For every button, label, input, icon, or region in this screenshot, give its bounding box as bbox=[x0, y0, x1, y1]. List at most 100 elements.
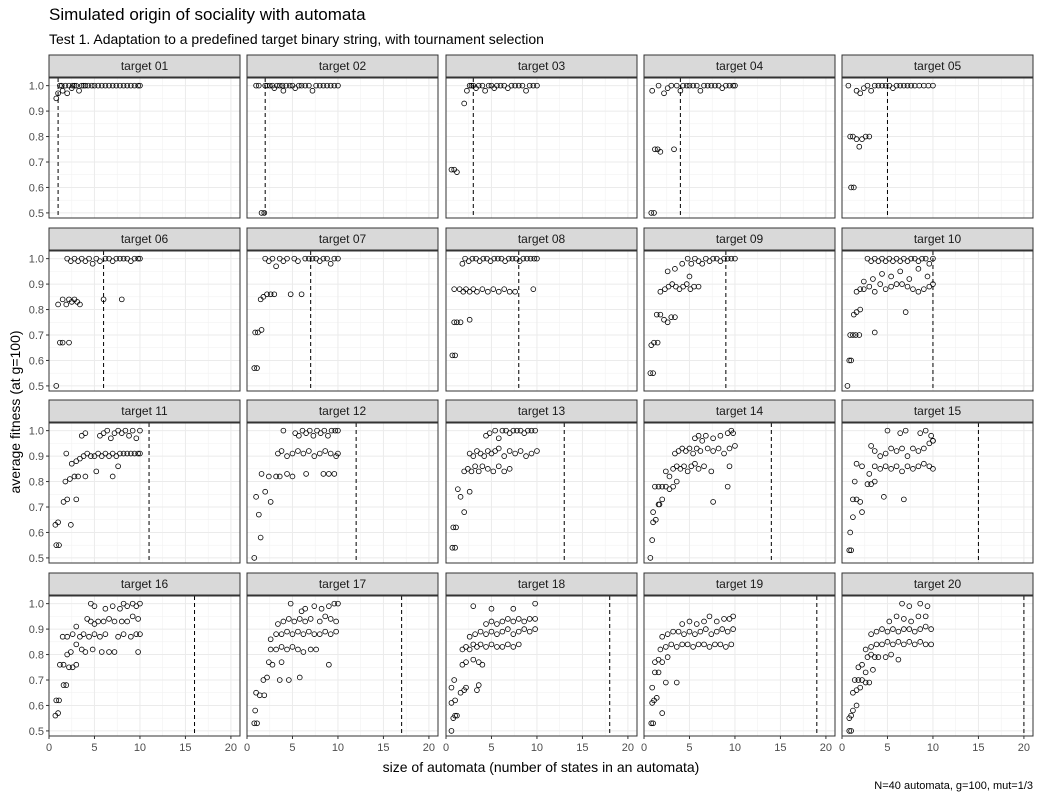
data-point bbox=[472, 631, 478, 637]
data-point bbox=[652, 146, 658, 153]
data-point bbox=[650, 370, 656, 376]
data-point bbox=[911, 628, 918, 635]
data-point bbox=[78, 432, 85, 439]
data-point bbox=[459, 260, 466, 267]
data-point bbox=[686, 618, 693, 625]
data-point bbox=[95, 450, 101, 457]
y-tick-label: 0.5 bbox=[29, 381, 44, 393]
data-point bbox=[267, 291, 274, 298]
y-tick-label: 0.8 bbox=[29, 650, 44, 662]
data-point bbox=[862, 133, 869, 140]
data-point bbox=[915, 463, 922, 470]
data-point bbox=[254, 365, 260, 371]
data-point bbox=[316, 450, 323, 457]
data-point bbox=[859, 509, 865, 515]
data-point bbox=[730, 626, 736, 632]
data-point bbox=[133, 603, 140, 609]
data-point bbox=[463, 684, 469, 691]
data-point bbox=[273, 473, 279, 480]
chart-title: Simulated origin of sociality with autom… bbox=[49, 5, 366, 24]
data-point bbox=[499, 618, 506, 625]
data-point bbox=[693, 445, 700, 452]
data-point bbox=[886, 82, 893, 89]
data-point bbox=[904, 463, 911, 470]
data-point bbox=[124, 255, 131, 262]
data-point bbox=[922, 427, 929, 434]
data-point bbox=[320, 255, 327, 262]
data-point bbox=[690, 450, 696, 457]
facet-panel: target 05 bbox=[841, 54, 1034, 219]
data-point bbox=[296, 674, 303, 681]
data-point bbox=[671, 146, 677, 153]
data-point bbox=[908, 618, 914, 625]
data-point bbox=[292, 85, 299, 91]
data-point bbox=[523, 453, 529, 459]
x-axis-title: size of automata (number of states in an… bbox=[383, 759, 700, 775]
data-point bbox=[313, 255, 319, 262]
data-point bbox=[668, 82, 675, 89]
facet-panel: target 12 bbox=[246, 399, 439, 564]
data-point bbox=[523, 87, 529, 94]
data-point bbox=[97, 633, 103, 640]
strip-label: target 16 bbox=[121, 577, 169, 591]
data-point bbox=[499, 644, 506, 650]
x-tick-label: 15 bbox=[377, 742, 389, 754]
panel-background bbox=[247, 78, 438, 218]
data-point bbox=[295, 258, 301, 264]
data-point bbox=[322, 613, 329, 620]
data-point bbox=[648, 210, 655, 216]
data-point bbox=[857, 306, 863, 313]
data-point bbox=[316, 258, 323, 264]
data-point bbox=[910, 286, 916, 292]
data-point bbox=[663, 468, 669, 475]
x-tick-label: 5 bbox=[686, 742, 692, 754]
data-point bbox=[888, 273, 894, 280]
data-point bbox=[335, 82, 341, 89]
data-point bbox=[661, 90, 667, 97]
data-point bbox=[300, 631, 307, 637]
data-point bbox=[461, 100, 467, 107]
data-point bbox=[659, 496, 665, 503]
data-point bbox=[289, 631, 296, 637]
data-point bbox=[510, 605, 517, 612]
data-point bbox=[675, 448, 682, 454]
y-tick-label: 0.7 bbox=[29, 330, 44, 342]
data-point bbox=[917, 639, 924, 645]
data-point bbox=[899, 468, 905, 475]
data-point bbox=[109, 473, 116, 480]
data-point bbox=[287, 600, 294, 607]
data-point bbox=[879, 641, 885, 648]
data-point bbox=[459, 661, 466, 668]
data-point bbox=[879, 82, 885, 89]
data-point bbox=[669, 281, 675, 287]
data-point bbox=[911, 641, 918, 648]
data-point bbox=[131, 255, 138, 262]
data-point bbox=[668, 314, 675, 320]
data-point bbox=[663, 483, 669, 490]
data-point bbox=[55, 90, 61, 97]
data-point bbox=[848, 547, 854, 554]
data-point bbox=[904, 453, 911, 459]
strip-background bbox=[643, 54, 836, 78]
strip-background bbox=[643, 572, 836, 596]
data-point bbox=[710, 435, 716, 442]
data-point bbox=[853, 136, 860, 142]
data-point bbox=[492, 427, 498, 434]
data-point bbox=[893, 613, 900, 620]
data-point bbox=[657, 288, 664, 295]
data-point bbox=[508, 82, 515, 89]
strip-background bbox=[246, 54, 439, 78]
data-point bbox=[252, 707, 258, 714]
data-point bbox=[69, 664, 76, 671]
panel-background bbox=[644, 423, 835, 563]
data-point bbox=[453, 524, 459, 531]
data-point bbox=[295, 646, 301, 653]
data-point bbox=[251, 555, 258, 561]
data-point bbox=[693, 621, 700, 627]
data-point bbox=[871, 82, 878, 89]
data-point bbox=[449, 352, 456, 359]
data-point bbox=[311, 453, 318, 459]
data-point bbox=[456, 286, 463, 292]
facet-panel: target 03 bbox=[445, 54, 638, 219]
data-point bbox=[84, 616, 90, 622]
